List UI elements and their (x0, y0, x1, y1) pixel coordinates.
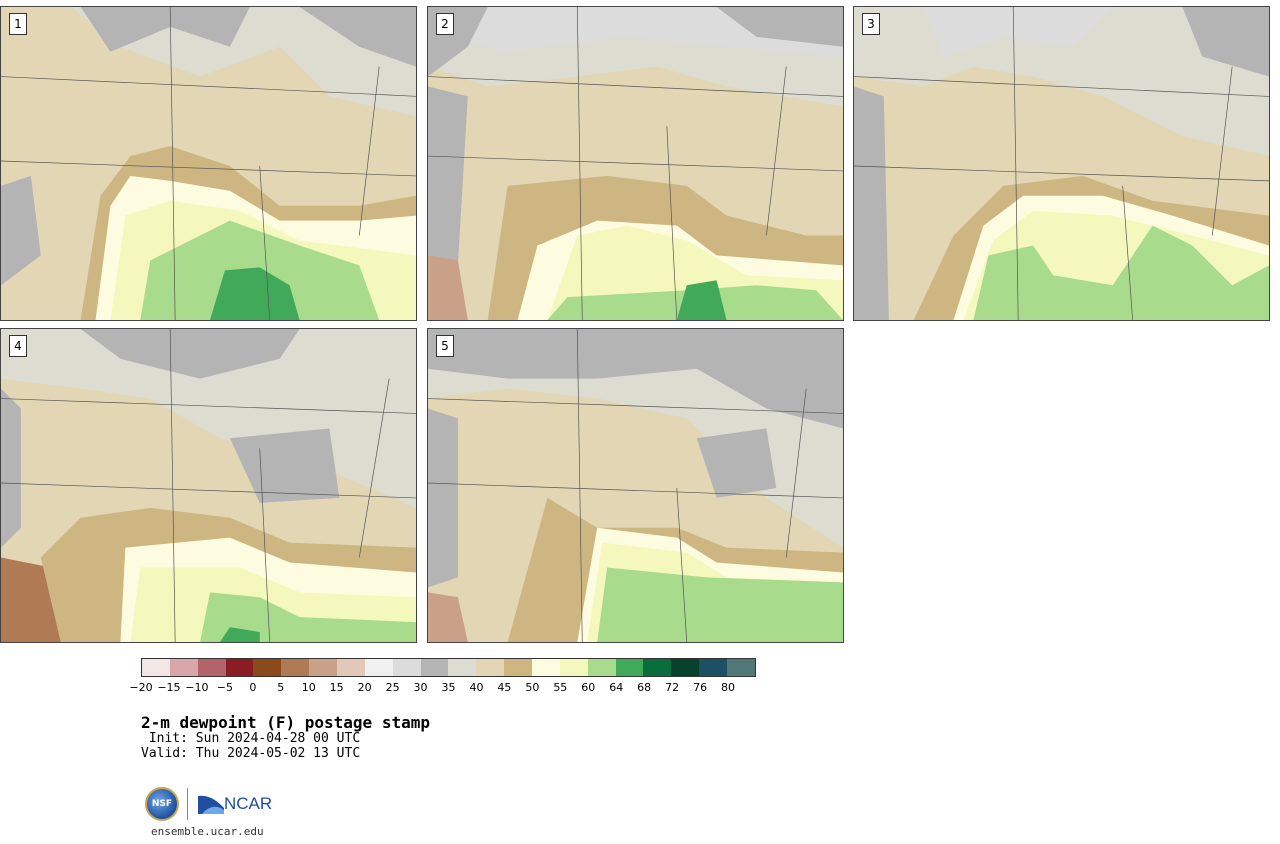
colorbar-tick-label: 72 (665, 681, 680, 694)
logo-divider (187, 788, 188, 820)
dewpoint-map-4 (1, 329, 416, 642)
colorbar-ticks: −20 −15 −10 −5 0 5 10 15 20 25 30 35 40 45 50 55 60 64 68 7… (129, 681, 756, 695)
colorbar-swatch (169, 659, 198, 676)
colorbar-swatch (281, 659, 310, 676)
panel-label: 5 (436, 335, 454, 357)
nsf-logo: NSF (145, 787, 179, 821)
colorbar-tick-label: 35 (441, 681, 456, 694)
colorbar-swatch (420, 659, 449, 676)
colorbar-swatch (337, 659, 365, 676)
colorbar-tick-label: 80 (721, 681, 736, 694)
colorbar-tick-label: 64 (609, 681, 624, 694)
colorbar-swatch (643, 659, 672, 676)
colorbar-swatch (615, 659, 644, 676)
colorbar-tick-label: 60 (581, 681, 596, 694)
postage-stamp-map-3: 3 (853, 6, 1270, 321)
colorbar-tick-label: 10 (301, 681, 316, 694)
dewpoint-colorbar (141, 658, 756, 677)
colorbar-tick-label: 76 (693, 681, 708, 694)
colorbar-swatch (532, 659, 560, 676)
colorbar-tick-label: −15 (157, 681, 181, 694)
colorbar-swatch (559, 659, 588, 676)
colorbar-tick-label: 5 (277, 681, 285, 694)
site-url: ensemble.ucar.edu (151, 825, 264, 838)
postage-stamp-map-4: 4 (0, 328, 417, 643)
postage-stamp-map-5: 5 (427, 328, 844, 643)
colorbar-tick-label: 68 (637, 681, 652, 694)
figure-title: 2-m dewpoint (F) postage stamp (141, 713, 430, 732)
colorbar-swatch (253, 659, 282, 676)
colorbar-swatch (504, 659, 533, 676)
ncar-logo: NCAR (198, 794, 272, 814)
ncar-text: NCAR (224, 794, 273, 813)
ncar-mark-icon (198, 795, 224, 814)
colorbar-tick-label: 40 (469, 681, 484, 694)
dewpoint-map-2 (428, 7, 843, 320)
colorbar-swatch (587, 659, 616, 676)
colorbar-swatch (142, 659, 170, 676)
panel-label: 1 (9, 13, 27, 35)
colorbar-swatch (448, 659, 477, 676)
colorbar-swatch (364, 659, 393, 676)
panel-label: 2 (436, 13, 454, 35)
colorbar-tick-label: −10 (185, 681, 209, 694)
colorbar-tick-label: 30 (413, 681, 428, 694)
init-time: Init: Sun 2024-04-28 00 UTC (141, 731, 361, 746)
logo-group: NSF NCAR (145, 786, 272, 822)
colorbar-swatch (197, 659, 226, 676)
colorbar-swatch (727, 659, 755, 676)
dewpoint-map-3 (854, 7, 1269, 320)
valid-time: Valid: Thu 2024-05-02 13 UTC (141, 746, 361, 761)
dewpoint-map-1 (1, 7, 416, 320)
dewpoint-map-5 (428, 329, 843, 642)
colorbar-swatch (225, 659, 254, 676)
colorbar-tick-label: 15 (329, 681, 344, 694)
postage-stamp-map-1: 1 (0, 6, 417, 321)
colorbar-swatch (699, 659, 728, 676)
colorbar-tick-label: 25 (385, 681, 400, 694)
colorbar-tick-label: 20 (357, 681, 372, 694)
colorbar-tick-label: 0 (249, 681, 257, 694)
colorbar-swatch (671, 659, 700, 676)
panel-label: 3 (862, 13, 880, 35)
colorbar-tick-label: −5 (216, 681, 233, 694)
postage-stamp-map-2: 2 (427, 6, 844, 321)
colorbar-swatch (392, 659, 421, 676)
colorbar-tick-label: 55 (553, 681, 568, 694)
colorbar-tick-label: 50 (525, 681, 540, 694)
panel-label: 4 (9, 335, 27, 357)
colorbar-tick-label: −20 (129, 681, 153, 694)
colorbar-tick-label: 45 (497, 681, 512, 694)
colorbar-swatch (476, 659, 505, 676)
colorbar-swatch (309, 659, 338, 676)
